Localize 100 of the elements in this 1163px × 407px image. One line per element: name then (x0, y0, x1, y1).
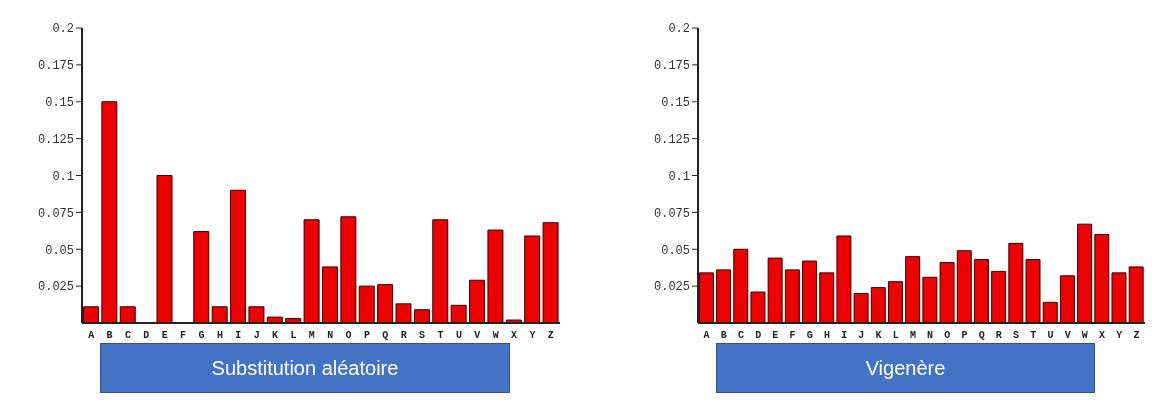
x-tick-label: Y (529, 330, 536, 342)
bar (1042, 301, 1058, 323)
x-tick-label: Q (382, 330, 389, 342)
y-tick-label: 0.15 (661, 96, 690, 111)
bar (193, 231, 210, 323)
x-axis-title: Substitution aléatoire (100, 343, 510, 393)
x-tick-label: A (88, 330, 95, 342)
x-tick-label: T (1030, 330, 1037, 342)
x-tick-label: G (198, 330, 205, 342)
x-tick-label: F (180, 330, 187, 342)
bar (450, 304, 467, 323)
x-tick-label: I (235, 330, 242, 342)
y-tick-label: 0.025 (37, 280, 74, 295)
x-tick-label: B (106, 330, 113, 342)
x-tick-label: O (345, 330, 352, 342)
y-tick-label: 0.1 (52, 169, 74, 184)
y-tick-label: 0.15 (45, 96, 74, 111)
bar (413, 309, 430, 323)
x-tick-label: V (1064, 330, 1071, 342)
x-tick-label: H (216, 330, 223, 342)
y-tick-label: 0.125 (653, 132, 690, 147)
bar (1094, 234, 1110, 323)
x-tick-label: Y (1116, 330, 1123, 342)
bar (395, 303, 412, 323)
bar (905, 256, 921, 323)
x-tick-label: P (961, 330, 968, 342)
y-tick-label: 0.075 (37, 206, 74, 221)
bar (82, 306, 99, 323)
x-tick-label: U (1047, 330, 1054, 342)
bar (266, 316, 283, 323)
bar (1059, 275, 1075, 323)
x-tick-label: T (437, 330, 444, 342)
bar (487, 229, 504, 323)
bar (524, 235, 541, 323)
bar (716, 269, 732, 323)
bar (1008, 242, 1024, 323)
x-tick-label: R (995, 330, 1002, 342)
y-tick-label: 0.05 (661, 243, 690, 258)
x-tick-label: C (124, 330, 131, 342)
y-tick-label: 0.175 (37, 59, 74, 74)
x-tick-label: Z (1133, 330, 1140, 342)
bar (1077, 223, 1093, 323)
bar (340, 216, 357, 323)
x-tick-label: S (419, 330, 426, 342)
bar (870, 287, 886, 323)
y-tick-label: 0.125 (37, 132, 74, 147)
x-tick-label: V (474, 330, 481, 342)
bar (802, 260, 818, 323)
bar (698, 272, 714, 323)
x-tick-label: C (737, 330, 744, 342)
bar (973, 259, 989, 323)
x-tick-label: X (511, 330, 518, 342)
x-tick-label: G (806, 330, 813, 342)
x-tick-label: H (823, 330, 830, 342)
x-tick-label: L (892, 330, 899, 342)
bar (358, 285, 375, 323)
x-tick-label: D (143, 330, 150, 342)
x-tick-label: Q (978, 330, 985, 342)
x-tick-label: L (290, 330, 297, 342)
x-tick-label: J (253, 330, 260, 342)
y-tick-label: 0.2 (668, 22, 690, 37)
bar (956, 250, 972, 323)
y-tick-label: 0.2 (52, 22, 74, 37)
bar (819, 272, 835, 323)
x-tick-label: A (703, 330, 710, 342)
x-tick-label: R (400, 330, 407, 342)
x-tick-label: J (858, 330, 865, 342)
x-tick-label: M (308, 330, 315, 342)
x-tick-label: D (755, 330, 762, 342)
bar (1111, 272, 1127, 323)
bar (211, 306, 228, 323)
bar (119, 306, 136, 323)
bar (248, 306, 265, 323)
bar (432, 219, 449, 323)
bar (887, 281, 903, 323)
x-tick-label: E (772, 330, 779, 342)
x-tick-label: F (789, 330, 796, 342)
x-tick-label: W (1081, 330, 1088, 342)
x-tick-label: E (161, 330, 168, 342)
bar (991, 270, 1007, 323)
x-tick-label: O (944, 330, 951, 342)
x-tick-label: W (492, 330, 499, 342)
bar (1025, 259, 1041, 323)
y-tick-label: 0.025 (653, 280, 690, 295)
bar (733, 248, 749, 323)
x-tick-label: U (455, 330, 462, 342)
bar (1128, 266, 1144, 323)
bar (321, 266, 338, 323)
x-tick-label: X (1099, 330, 1106, 342)
x-tick-label: M (909, 330, 916, 342)
x-axis-title: Vigenère (716, 343, 1095, 393)
x-tick-label: P (363, 330, 370, 342)
bar (469, 279, 486, 323)
bar (377, 284, 394, 323)
bar (101, 101, 118, 323)
y-tick-label: 0.175 (653, 59, 690, 74)
x-tick-label: K (272, 330, 279, 342)
bar (784, 269, 800, 323)
x-tick-label: Z (547, 330, 554, 342)
x-tick-label: N (327, 330, 334, 342)
